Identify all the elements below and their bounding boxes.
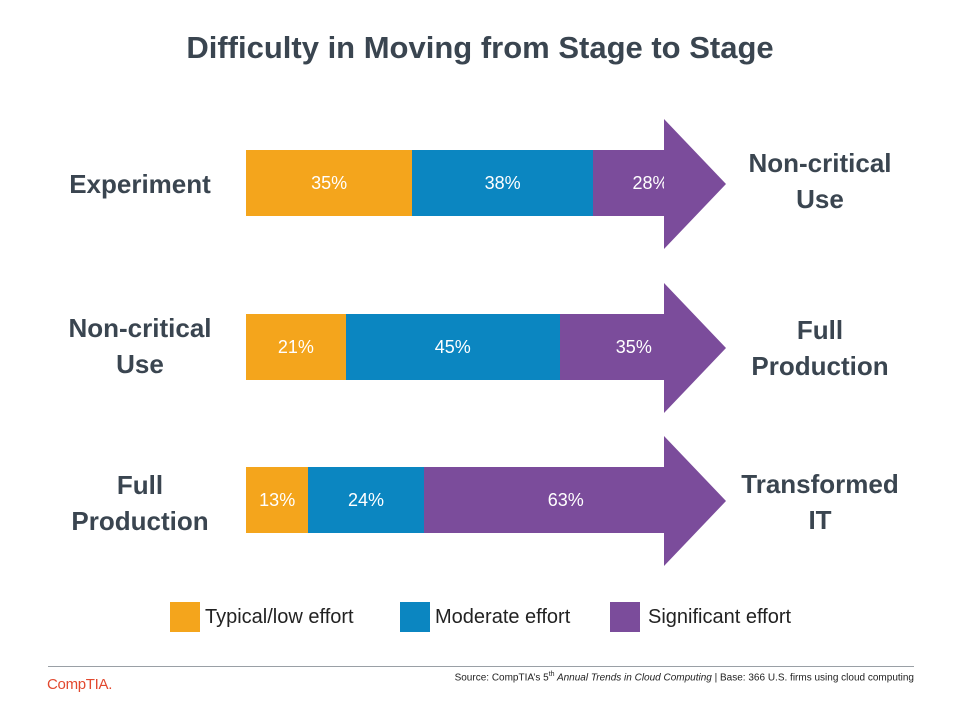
target-label-line1: Transformed	[741, 469, 899, 499]
stacked-bar-row-non-critical-use: 21% 45% 35%	[246, 283, 726, 413]
legend-label-significant: Significant effort	[648, 605, 792, 628]
stage-label-line1: Full	[116, 470, 164, 500]
data-label-significant: 35%	[615, 336, 652, 357]
bar-segment-moderate: 24%	[308, 467, 424, 533]
legend-swatch-low	[170, 602, 200, 632]
target-label-line1: Non-critical	[748, 148, 892, 178]
target-label-transformed-it: Transformed IT	[720, 466, 920, 538]
legend-item-low: Typical/low effort	[170, 602, 354, 632]
target-label-line2: IT	[808, 505, 832, 535]
data-label-low: 13%	[259, 489, 296, 510]
legend-item-moderate: Moderate effort	[400, 602, 570, 632]
comptia-logo: CompTIA.	[47, 676, 113, 693]
legend-label-low: Typical/low effort	[205, 605, 354, 628]
bar-segment-moderate: 45%	[345, 314, 560, 380]
target-label-line2: Production	[751, 351, 889, 381]
stage-label-full-production: Full Production	[40, 467, 240, 539]
target-label-non-critical-use: Non-critical Use	[720, 145, 920, 217]
data-label-moderate: 45%	[434, 336, 471, 357]
source-suffix: | Base: 366 U.S. firms using cloud compu…	[711, 672, 914, 684]
bar-segment-significant: 63%	[423, 467, 664, 533]
bar-segment-low: 35%	[246, 150, 413, 216]
stage-label-line2: Use	[116, 349, 164, 379]
stage-label-line1: Experiment	[69, 169, 211, 199]
source-superscript: th	[548, 671, 555, 678]
legend-item-significant: Significant effort	[610, 602, 791, 632]
target-label-line2: Use	[796, 184, 844, 214]
legend-swatch-moderate	[400, 602, 430, 632]
stage-label-experiment: Experiment	[40, 166, 240, 202]
data-label-low: 21%	[277, 336, 314, 357]
bar-segment-significant: 28%	[592, 150, 668, 216]
source-note: Source: CompTIA’s 5th Annual Trends in C…	[455, 671, 914, 683]
source-publication: Annual Trends in Cloud Computing	[554, 672, 712, 684]
legend-label-moderate: Moderate effort	[435, 605, 571, 628]
data-label-low: 35%	[311, 172, 348, 193]
stacked-bar-row-experiment: 35% 38% 28%	[246, 119, 726, 249]
legend-swatch-significant	[610, 602, 640, 632]
arrowhead-shape	[664, 119, 726, 249]
data-label-significant: 63%	[547, 489, 584, 510]
data-label-moderate: 38%	[484, 172, 521, 193]
bar-segment-low: 13%	[246, 467, 309, 533]
chart-title: Difficulty in Moving from Stage to Stage	[186, 30, 774, 65]
arrowhead	[664, 436, 726, 566]
bar-segment-low: 21%	[246, 314, 346, 380]
arrowhead-shape	[664, 436, 726, 566]
data-label-significant: 28%	[632, 172, 669, 193]
stage-label-non-critical-use: Non-critical Use	[40, 310, 240, 382]
bar-segment-moderate: 38%	[412, 150, 593, 216]
data-label-moderate: 24%	[347, 489, 384, 510]
target-label-full-production: Full Production	[720, 312, 920, 384]
source-prefix: Source: CompTIA’s 5	[454, 672, 549, 684]
footer-divider	[48, 666, 914, 667]
stage-label-line2: Production	[71, 506, 209, 536]
arrowhead	[664, 283, 726, 413]
arrowhead-shape	[664, 283, 726, 413]
target-label-line1: Full	[796, 315, 844, 345]
bar-segment-significant: 35%	[559, 314, 664, 380]
stacked-bar-row-full-production: 13% 24% 63%	[246, 436, 726, 566]
stage-label-line1: Non-critical	[68, 313, 212, 343]
arrowhead	[664, 119, 726, 249]
